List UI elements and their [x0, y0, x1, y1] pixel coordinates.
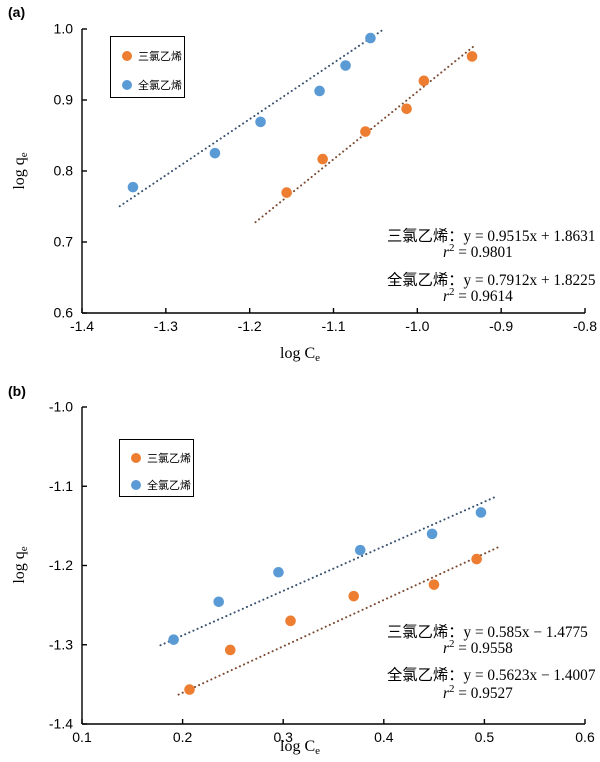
svg-text:0.2: 0.2	[173, 729, 193, 745]
svg-text:-1.3: -1.3	[154, 318, 178, 334]
svg-text:0.5: 0.5	[475, 729, 495, 745]
svg-text:1.0: 1.0	[54, 21, 74, 37]
svg-text:-1.2: -1.2	[238, 318, 262, 334]
svg-text:-1.3: -1.3	[49, 636, 73, 652]
svg-text:-1.1: -1.1	[321, 318, 345, 334]
svg-text:0.7: 0.7	[54, 234, 74, 250]
svg-text:0.6: 0.6	[575, 729, 595, 745]
svg-text:-0.8: -0.8	[573, 318, 597, 334]
svg-text:-1.4: -1.4	[70, 318, 94, 334]
svg-text:-1.1: -1.1	[49, 478, 73, 494]
svg-text:-1.0: -1.0	[405, 318, 429, 334]
svg-text:-1.2: -1.2	[49, 557, 73, 573]
svg-text:0.9: 0.9	[54, 92, 74, 108]
svg-text:0.3: 0.3	[273, 729, 293, 745]
svg-text:-1.4: -1.4	[49, 716, 73, 732]
svg-text:0.4: 0.4	[374, 729, 394, 745]
svg-text:-1.0: -1.0	[49, 399, 73, 415]
svg-text:0.8: 0.8	[54, 163, 74, 179]
svg-text:-0.9: -0.9	[489, 318, 513, 334]
svg-text:0.1: 0.1	[72, 729, 92, 745]
